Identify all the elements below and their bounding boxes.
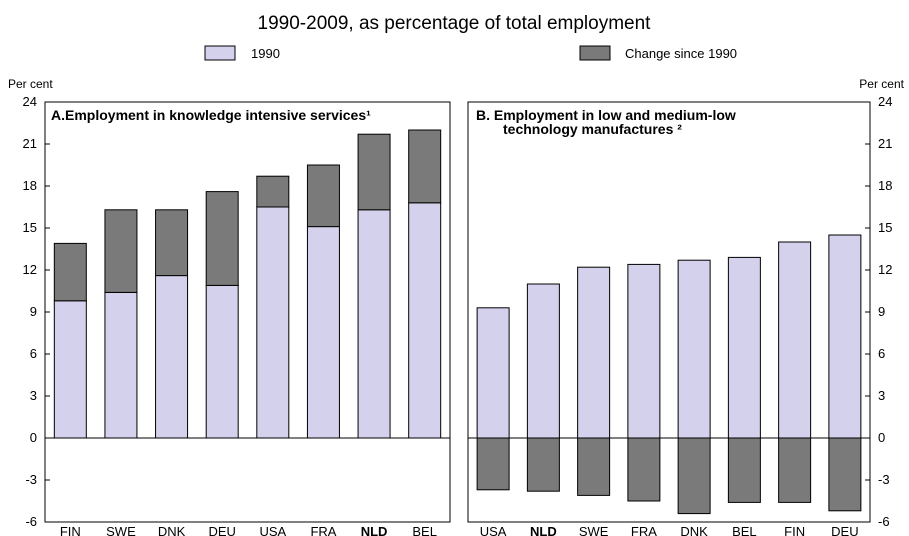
y-tick-label: 21 bbox=[878, 136, 892, 151]
bar-1990-dnk bbox=[677, 259, 711, 439]
bar-1990-deu bbox=[828, 234, 862, 439]
x-tick-label: NLD bbox=[361, 524, 388, 536]
y-unit-left: Per cent bbox=[8, 77, 53, 91]
x-tick-label: NLD bbox=[530, 524, 557, 536]
bar-1990-fin bbox=[53, 300, 87, 439]
y-tick-label: 3 bbox=[878, 388, 885, 403]
y-tick-label: -6 bbox=[878, 514, 890, 529]
legend: 1990 Change since 1990 bbox=[204, 45, 737, 61]
bar-change-bel bbox=[408, 129, 442, 204]
x-tick-label: BEL bbox=[412, 524, 437, 536]
x-tick-label: FRA bbox=[631, 524, 657, 536]
bar-1990-dnk bbox=[155, 275, 189, 439]
panel-title-b-line: B. Employment in low and medium-low bbox=[476, 107, 736, 123]
legend-label-1990: 1990 bbox=[251, 46, 280, 61]
x-tick-label: DEU bbox=[831, 524, 858, 536]
bar-1990-usa bbox=[256, 206, 290, 439]
bar-1990-nld bbox=[526, 283, 560, 439]
bar-change-deu bbox=[828, 437, 862, 512]
y-tick-label: 0 bbox=[30, 430, 37, 445]
legend-label-change: Change since 1990 bbox=[625, 46, 737, 61]
bar-change-swe bbox=[104, 209, 138, 293]
x-tick-label: FIN bbox=[784, 524, 805, 536]
y-tick-label: 15 bbox=[23, 220, 37, 235]
bar-1990-swe bbox=[577, 266, 611, 439]
x-tick-label: DEU bbox=[208, 524, 235, 536]
bar-change-swe bbox=[577, 437, 611, 496]
y-tick-label: 15 bbox=[878, 220, 892, 235]
y-tick-label: -3 bbox=[25, 472, 37, 487]
y-tick-label: 12 bbox=[23, 262, 37, 277]
bar-change-fin bbox=[778, 437, 812, 503]
bar-change-bel bbox=[727, 437, 761, 503]
bar-change-deu bbox=[205, 191, 239, 286]
bar-change-nld bbox=[526, 437, 560, 492]
x-tick-label: FRA bbox=[310, 524, 336, 536]
bar-1990-bel bbox=[727, 256, 761, 439]
y-tick-label: 24 bbox=[878, 94, 892, 109]
bar-1990-fin bbox=[778, 241, 812, 439]
legend-swatch-change bbox=[579, 45, 611, 61]
chart-title: 1990-2009, as percentage of total employ… bbox=[258, 13, 652, 34]
bar-1990-bel bbox=[408, 202, 442, 439]
x-tick-label: BEL bbox=[732, 524, 757, 536]
y-tick-label: 3 bbox=[30, 388, 37, 403]
bar-1990-fra bbox=[627, 263, 661, 439]
y-tick-label: 18 bbox=[878, 178, 892, 193]
y-tick-label: 24 bbox=[23, 94, 37, 109]
bar-1990-swe bbox=[104, 291, 138, 439]
y-tick-label: 0 bbox=[878, 430, 885, 445]
legend-swatch-1990 bbox=[204, 45, 236, 61]
bar-change-usa bbox=[476, 437, 510, 491]
x-tick-label: DNK bbox=[680, 524, 708, 536]
bar-1990-deu bbox=[205, 284, 239, 439]
y-tick-label: 21 bbox=[23, 136, 37, 151]
x-tick-label: FIN bbox=[60, 524, 81, 536]
y-tick-label: 9 bbox=[30, 304, 37, 319]
panel-title-b-line: technology manufactures ² bbox=[503, 121, 682, 137]
bar-change-dnk bbox=[677, 437, 711, 515]
y-tick-label: 18 bbox=[23, 178, 37, 193]
panel-b: -6 -3 0 3 6 9 12 15 18 21 24 USA NLD SWE FRA DNK BEL FIN D… bbox=[467, 94, 892, 536]
bar-change-nld bbox=[357, 133, 391, 211]
bar-change-fra bbox=[306, 164, 340, 228]
bar-1990-usa bbox=[476, 307, 510, 439]
bar-1990-nld bbox=[357, 209, 391, 439]
y-tick-label: 12 bbox=[878, 262, 892, 277]
y-tick-label: 6 bbox=[30, 346, 37, 361]
x-tick-label: DNK bbox=[158, 524, 186, 536]
bar-1990-fra bbox=[306, 226, 340, 439]
bar-change-fra bbox=[627, 437, 661, 502]
y-unit-right: Per cent bbox=[859, 77, 904, 91]
x-tick-label: SWE bbox=[106, 524, 136, 536]
y-tick-label: 6 bbox=[878, 346, 885, 361]
bar-change-dnk bbox=[155, 209, 189, 277]
y-tick-label: -6 bbox=[25, 514, 37, 529]
x-tick-label: SWE bbox=[579, 524, 609, 536]
x-tick-label: USA bbox=[259, 524, 286, 536]
panel-title-a: A.Employment in knowledge intensive serv… bbox=[51, 107, 371, 123]
panel-a: -6 -3 0 3 6 9 12 15 18 21 24 FIN SWE DNK DEU USA FRA NLD B… bbox=[23, 94, 451, 536]
bar-change-usa bbox=[256, 175, 290, 208]
y-tick-label: 9 bbox=[878, 304, 885, 319]
y-tick-label: -3 bbox=[878, 472, 890, 487]
x-tick-label: USA bbox=[480, 524, 507, 536]
bar-change-fin bbox=[53, 242, 87, 302]
